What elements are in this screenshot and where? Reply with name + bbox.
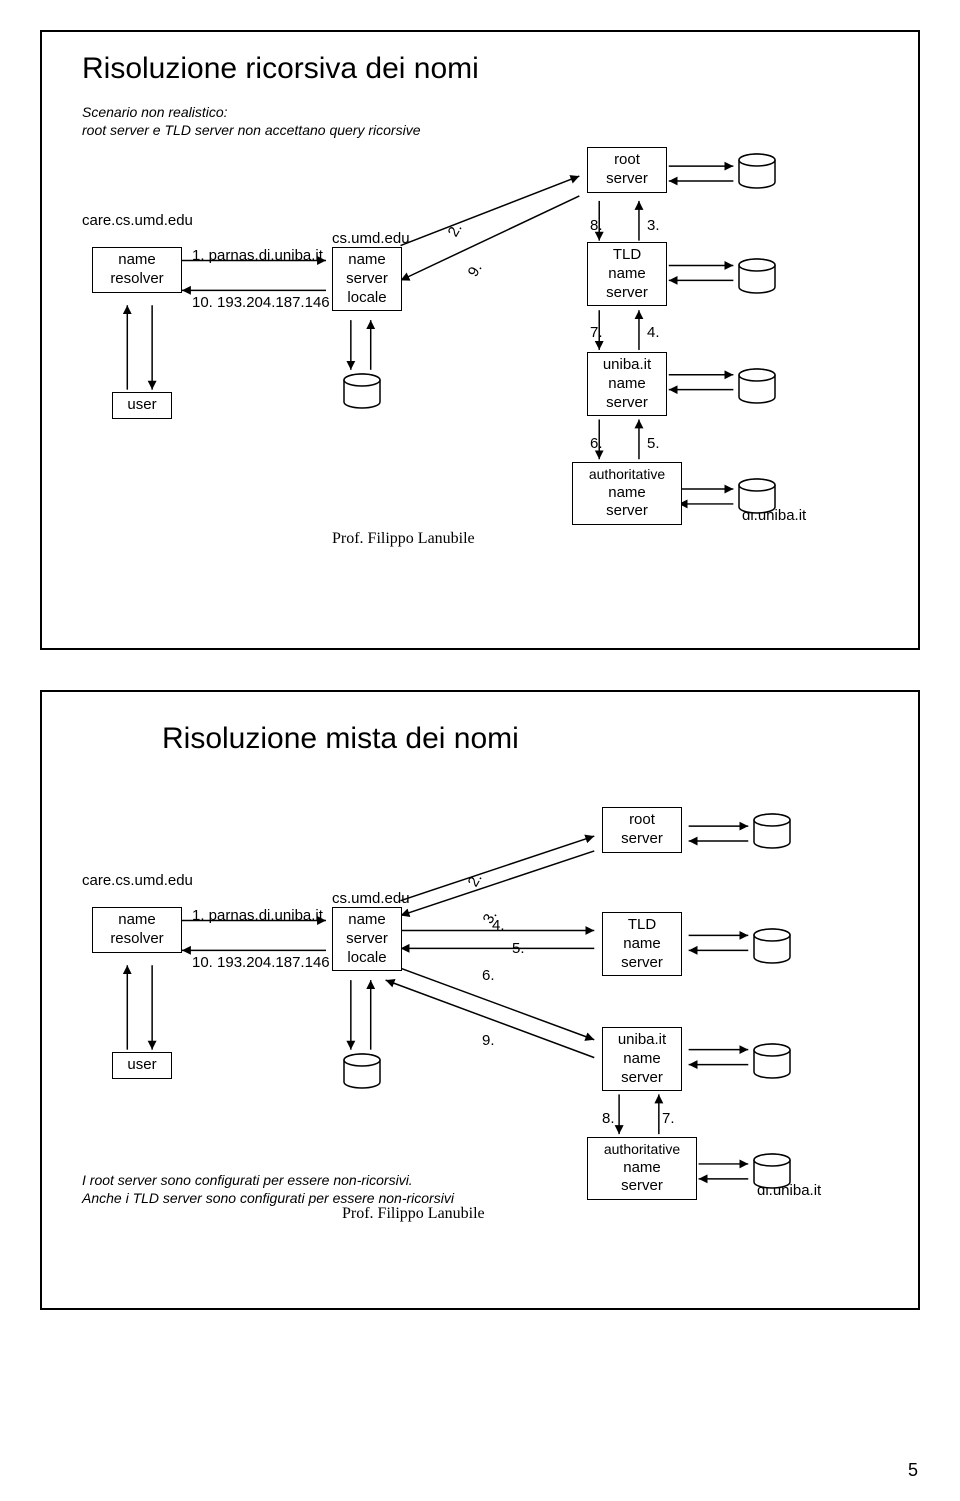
- slide1-root-l2: server: [606, 170, 648, 187]
- slide2-user: user: [112, 1052, 172, 1079]
- slide1-sub1: Scenario non realistico:: [82, 104, 228, 120]
- slide2-n9: 9.: [482, 1032, 495, 1049]
- slide2-local-top: cs.umd.edu: [332, 890, 410, 907]
- slide1-n3: 3.: [647, 217, 660, 234]
- slide1-tld-l2: name: [608, 265, 646, 282]
- slide1-local: name server locale: [332, 247, 402, 311]
- cyl-icon: [752, 1152, 792, 1192]
- slide2-n6: 6.: [482, 967, 495, 984]
- slide2-q1: 1. parnas.di.uniba.it: [192, 907, 323, 924]
- page-number: 5: [908, 1460, 918, 1481]
- slide1-n8: 8.: [590, 217, 603, 234]
- cyl-icon: [342, 372, 382, 412]
- slide2-uniba-l1: uniba.it: [618, 1031, 666, 1048]
- slide-mista: Risoluzione mista dei nomi: [40, 690, 920, 1310]
- slide2-auth-l1: authoritative: [604, 1141, 680, 1157]
- slide-ricorsiva: Risoluzione ricorsiva dei nomi Scenario …: [40, 30, 920, 650]
- slide1-n6: 6.: [590, 435, 603, 452]
- slide2-q10: 10. 193.204.187.146: [192, 954, 330, 971]
- slide1-n2: 2.: [445, 220, 466, 239]
- slide2-auth-l2: name: [623, 1159, 661, 1176]
- slide1-auth-l2: name: [608, 484, 646, 501]
- slide1-local-top: cs.umd.edu: [332, 230, 410, 247]
- slide2-footer: Prof. Filippo Lanubile: [342, 1205, 485, 1223]
- cyl-icon: [752, 812, 792, 852]
- slide2-tld-l2: name: [623, 935, 661, 952]
- cyl-icon: [342, 1052, 382, 1092]
- slide2-root: root server: [602, 807, 682, 853]
- slide2-root-l2: server: [621, 830, 663, 847]
- slide2-uniba-l2: name: [623, 1050, 661, 1067]
- slide1-q1: 1. parnas.di.uniba.it: [192, 247, 323, 264]
- slide2-resolver: name resolver: [92, 907, 182, 953]
- cyl-icon: [752, 927, 792, 967]
- slide2-tld-l1: TLD: [628, 916, 656, 933]
- slide2-auth: authoritative name server: [587, 1137, 697, 1200]
- slide2-tld: TLD name server: [602, 912, 682, 976]
- slide1-resolver-l2: resolver: [110, 270, 163, 287]
- cyl-icon: [737, 477, 777, 517]
- slide1-n7: 7.: [590, 324, 603, 341]
- slide2-n2: 2.: [465, 870, 486, 889]
- slide2-resolver-l1: name: [118, 911, 156, 928]
- slide1-auth-l1: authoritative: [589, 466, 665, 482]
- slide2-resolver-l2: resolver: [110, 930, 163, 947]
- slide2-local-l1: name: [348, 911, 386, 928]
- slide2-note1: I root server sono configurati per esser…: [82, 1172, 413, 1188]
- slide2-title: Risoluzione mista dei nomi: [162, 722, 519, 756]
- slide1-n5: 5.: [647, 435, 660, 452]
- slide2-uniba: uniba.it name server: [602, 1027, 682, 1091]
- slide2-local-l2: server: [346, 930, 388, 947]
- slide2-n4: 4.: [492, 917, 505, 934]
- slide2-uniba-l3: server: [621, 1069, 663, 1086]
- slide1-q10: 10. 193.204.187.146: [192, 294, 330, 311]
- slide2-root-l1: root: [629, 811, 655, 828]
- slide2-auth-l3: server: [621, 1177, 663, 1194]
- slide2-n8: 8.: [602, 1110, 615, 1127]
- slide2-local: name server locale: [332, 907, 402, 971]
- slide1-auth: authoritative name server: [572, 462, 682, 525]
- slide1-uniba: uniba.it name server: [587, 352, 667, 416]
- slide2-local-l3: locale: [347, 949, 386, 966]
- cyl-icon: [737, 152, 777, 192]
- slide2-n5: 5.: [512, 940, 525, 957]
- slide1-title: Risoluzione ricorsiva dei nomi: [82, 52, 479, 86]
- slide1-user: user: [112, 392, 172, 419]
- slide1-n9: 9.: [465, 260, 486, 279]
- slide1-resolver: name resolver: [92, 247, 182, 293]
- slide1-uniba-l2: name: [608, 375, 646, 392]
- slide1-tld-l3: server: [606, 284, 648, 301]
- cyl-icon: [737, 257, 777, 297]
- slide1-uniba-l3: server: [606, 394, 648, 411]
- slide1-sub2: root server e TLD server non accettano q…: [82, 122, 420, 138]
- slide1-tld-l1: TLD: [613, 246, 641, 263]
- slide1-tld: TLD name server: [587, 242, 667, 306]
- slide1-local-l3: locale: [347, 289, 386, 306]
- slide1-root: root server: [587, 147, 667, 193]
- cyl-icon: [737, 367, 777, 407]
- slide2-query: care.cs.umd.edu: [82, 872, 193, 889]
- slide1-resolver-l1: name: [118, 251, 156, 268]
- slide1-query: care.cs.umd.edu: [82, 212, 193, 229]
- slide1-n4: 4.: [647, 324, 660, 341]
- slide1-local-l1: name: [348, 251, 386, 268]
- cyl-icon: [752, 1042, 792, 1082]
- slide1-auth-l3: server: [606, 502, 648, 519]
- slide1-local-l2: server: [346, 270, 388, 287]
- slide2-n7: 7.: [662, 1110, 675, 1127]
- slide2-note2: Anche i TLD server sono configurati per …: [82, 1190, 454, 1206]
- slide1-uniba-l1: uniba.it: [603, 356, 651, 373]
- slide1-root-l1: root: [614, 151, 640, 168]
- slide1-footer: Prof. Filippo Lanubile: [332, 530, 475, 548]
- slide2-tld-l3: server: [621, 954, 663, 971]
